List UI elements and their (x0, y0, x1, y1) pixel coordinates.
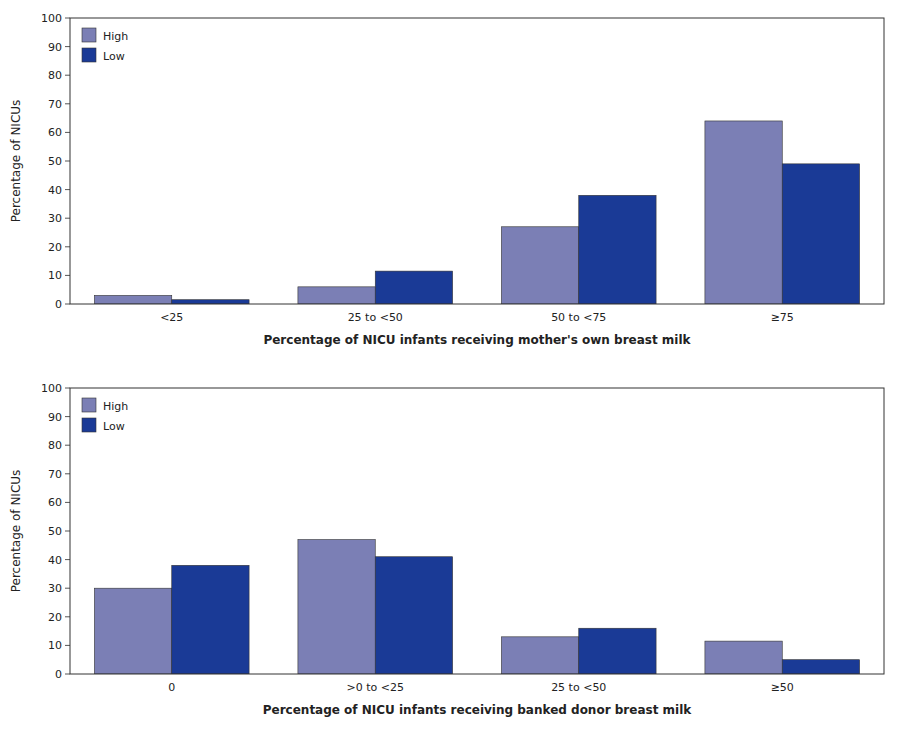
y-tick-label: 20 (48, 241, 62, 254)
y-tick (65, 445, 70, 446)
y-tick-label: 60 (48, 496, 62, 509)
y-axis-label: Percentage of NICUs (9, 470, 23, 593)
y-tick (65, 473, 70, 474)
y-tick (65, 388, 70, 389)
plot-background (70, 388, 884, 674)
legend-swatch (82, 28, 96, 42)
legend: High Low (82, 398, 128, 433)
bar (298, 287, 375, 304)
x-tick-label: 50 to <75 (551, 311, 606, 324)
y-tick-label: 10 (48, 269, 62, 282)
bar (94, 295, 171, 304)
y-tick-label: 70 (48, 468, 62, 481)
y-tick (65, 75, 70, 76)
y-tick (65, 588, 70, 589)
plot-frame (70, 18, 884, 304)
subplot: 0 10 20 30 40 50 60 70 80 90 100 0 >0 to <25 25 to <5… (9, 382, 884, 717)
y-tick (65, 218, 70, 219)
bar (298, 540, 375, 674)
y-tick-label: 50 (48, 525, 62, 538)
y-tick (65, 103, 70, 104)
y-tick (65, 616, 70, 617)
bar (782, 660, 859, 674)
bar (501, 227, 578, 304)
y-axis-label: Percentage of NICUs (9, 100, 23, 223)
x-axis-label: Percentage of NICU infants receiving ban… (263, 703, 693, 717)
legend: High Low (82, 28, 128, 63)
y-tick (65, 275, 70, 276)
legend-swatch (82, 418, 96, 432)
y-tick-label: 80 (48, 69, 62, 82)
y-tick (65, 416, 70, 417)
y-tick (65, 559, 70, 560)
y-tick-label: 80 (48, 439, 62, 452)
y-tick-label: 10 (48, 639, 62, 652)
bar (501, 637, 578, 674)
legend-swatch (82, 398, 96, 412)
legend-label: Low (103, 50, 125, 63)
x-tick-label: 0 (168, 681, 175, 694)
y-tick (65, 132, 70, 133)
y-tick (65, 645, 70, 646)
x-tick-label: 25 to <50 (551, 681, 606, 694)
bar (375, 557, 452, 674)
y-tick (65, 46, 70, 47)
bars (94, 540, 859, 674)
bar (705, 641, 782, 674)
y-tick-label: 100 (41, 382, 62, 395)
chart-container: 0102030405060708090100<2525 to <5050 to … (0, 0, 908, 740)
y-tick (65, 502, 70, 503)
bar (172, 565, 249, 674)
plot-frame (70, 388, 884, 674)
y-tick (65, 18, 70, 19)
y-tick (65, 189, 70, 190)
bars (94, 121, 859, 304)
y-tick-label: 30 (48, 582, 62, 595)
subplot: 0 10 20 30 40 50 60 70 80 90 100 <25 25 to <50 50 to … (9, 12, 884, 347)
bar (172, 300, 249, 304)
x-axis-label: Percentage of NICU infants receiving mot… (263, 333, 691, 347)
y-tick (65, 246, 70, 247)
y-tick (65, 304, 70, 305)
y-tick-label: 0 (55, 298, 62, 311)
x-tick-label: 25 to <50 (348, 311, 403, 324)
y-tick (65, 531, 70, 532)
y-tick-label: 40 (48, 554, 62, 567)
y-tick-label: 100 (41, 12, 62, 25)
y-tick (65, 674, 70, 675)
y-tick-label: 0 (55, 668, 62, 681)
x-tick-label: ≥50 (771, 681, 794, 694)
chart-svg: 0102030405060708090100<2525 to <5050 to … (0, 0, 908, 740)
y-tick-label: 90 (48, 41, 62, 54)
y-tick-label: 90 (48, 411, 62, 424)
y-tick-label: 70 (48, 98, 62, 111)
legend-label: Low (103, 420, 125, 433)
y-tick-label: 30 (48, 212, 62, 225)
y-tick-label: 40 (48, 184, 62, 197)
bar (375, 271, 452, 304)
y-tick-label: 50 (48, 155, 62, 168)
y-tick-label: 60 (48, 126, 62, 139)
bar (94, 588, 171, 674)
bar (579, 195, 656, 304)
bar (579, 628, 656, 674)
y-tick-label: 20 (48, 611, 62, 624)
x-tick-label: ≥75 (771, 311, 794, 324)
x-tick-label: >0 to <25 (347, 681, 404, 694)
x-tick-label: <25 (160, 311, 183, 324)
legend-swatch (82, 48, 96, 62)
legend-label: High (103, 400, 128, 413)
legend-label: High (103, 30, 128, 43)
plot-background (70, 18, 884, 304)
y-tick (65, 161, 70, 162)
bar (705, 121, 782, 304)
bar (782, 164, 859, 304)
